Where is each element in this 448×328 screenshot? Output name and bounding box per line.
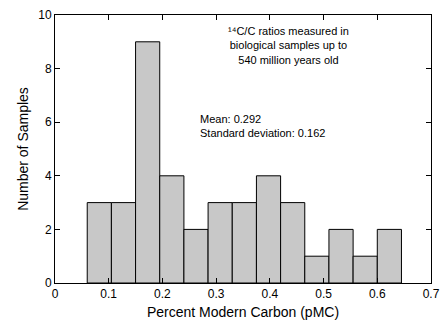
svg-text:0.2: 0.2 <box>154 287 171 301</box>
svg-text:0: 0 <box>52 287 59 301</box>
svg-text:0.5: 0.5 <box>315 287 332 301</box>
svg-text:Mean: 0.292Standard deviation:: Mean: 0.292Standard deviation: 0.162 <box>200 113 325 139</box>
svg-text:¹⁴C/C ratios measured inbiolog: ¹⁴C/C ratios measured inbiological sampl… <box>228 25 349 66</box>
svg-text:0.6: 0.6 <box>369 287 386 301</box>
svg-text:Number of Samples: Number of Samples <box>15 87 31 211</box>
svg-text:0.1: 0.1 <box>100 287 117 301</box>
svg-text:0: 0 <box>45 276 52 290</box>
svg-text:2: 2 <box>45 223 52 237</box>
svg-text:8: 8 <box>45 62 52 76</box>
svg-text:0.7: 0.7 <box>423 287 440 301</box>
svg-text:6: 6 <box>45 115 52 129</box>
svg-text:10: 10 <box>38 8 52 22</box>
svg-text:Percent Modern Carbon (pMC): Percent Modern Carbon (pMC) <box>147 304 339 320</box>
svg-text:0.3: 0.3 <box>208 287 225 301</box>
svg-text:4: 4 <box>45 169 52 183</box>
svg-text:0.4: 0.4 <box>262 287 279 301</box>
